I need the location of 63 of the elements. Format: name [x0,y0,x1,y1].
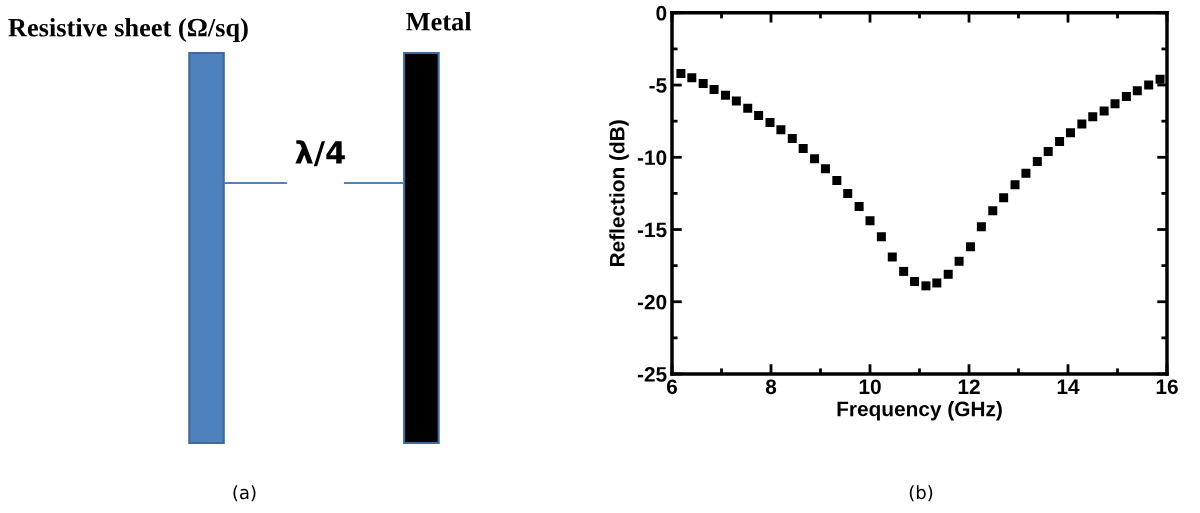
point [698,79,708,89]
point [1021,168,1031,178]
point [887,252,897,262]
point [899,266,909,276]
point [1121,92,1131,102]
point [1010,180,1020,190]
point [854,201,864,211]
point [776,125,786,135]
point [976,222,986,232]
text: Metal [406,12,472,31]
point [1032,157,1042,167]
x-tick-label: 6 [666,379,678,395]
point [810,154,820,164]
y-tick-label: -20 [637,294,667,310]
point [932,278,942,288]
point [999,193,1009,203]
point [754,110,764,120]
point [720,90,730,100]
y-tick-label: -10 [637,150,667,166]
point [1144,80,1154,90]
x-tick-label: 14 [1057,379,1080,394]
point [1055,136,1065,146]
point [709,84,719,94]
point [820,164,830,174]
x-tick-label: 8 [765,379,777,395]
point [876,232,886,242]
point [1043,147,1053,157]
point [1132,86,1142,96]
point [1155,74,1165,84]
text: Resistive sheet (Ω/sq) [8,18,248,42]
point [1065,128,1075,138]
x-tick-label: 10 [859,379,881,395]
point [798,144,808,154]
point [1099,106,1109,116]
text: (b) [909,485,933,502]
text: (a) [233,485,256,502]
x-axis-title: Frequency (GHz) [837,401,1002,421]
point [687,73,697,83]
y-axis-title: Reflection (dB) [609,120,629,267]
point [921,281,931,291]
point [1110,99,1120,109]
point [943,269,953,279]
point [832,175,842,185]
point [1088,112,1098,122]
point [843,188,853,198]
point [743,103,753,113]
point [954,256,964,266]
point [910,277,920,287]
y-tick-label: -25 [637,366,667,382]
point [965,242,975,252]
x-tick-label: 16 [1156,379,1178,395]
x-tick-label: 12 [958,379,980,394]
point [765,118,775,128]
point [787,134,797,144]
point [865,216,875,226]
y-tick-label: 0 [656,5,667,21]
point [988,206,998,216]
point [731,96,741,106]
point [676,69,686,78]
y-tick-label: -5 [649,78,667,93]
y-tick-label: -15 [637,222,667,238]
point [1077,119,1087,129]
text: λ/4 [295,140,345,167]
